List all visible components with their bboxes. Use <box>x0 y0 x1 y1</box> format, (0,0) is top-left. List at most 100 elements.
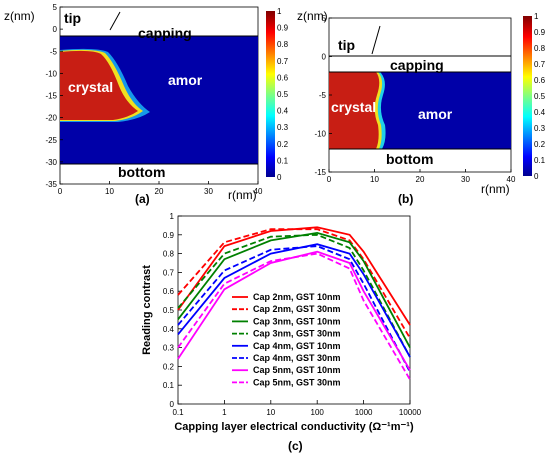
panel-a-x-axis-label: r(nm) <box>228 188 257 202</box>
panel-a-colorbar-tick-label: 1 <box>277 7 282 16</box>
panel-b-y-tick-label: -10 <box>314 130 326 139</box>
panel-b-colorbar-tick-label: 0.8 <box>534 44 546 53</box>
panel-c-series-line-2 <box>177 228 411 339</box>
panel-c-legend-label: Cap 2nm, GST 30nm <box>253 304 341 314</box>
panel-c-series-line-5 <box>177 243 411 358</box>
panel-b-y-tick-label: -15 <box>314 168 326 177</box>
panel-c-caption: (c) <box>288 439 303 453</box>
panel-a-amor-label: amor <box>168 72 203 88</box>
panel-c-y-tick-label: 0.4 <box>163 325 175 334</box>
panel-c-y-tick-label: 0.5 <box>163 306 175 315</box>
panel-c-y-tick-label: 0.1 <box>163 381 175 390</box>
panel-c-series-line-1 <box>177 226 411 326</box>
panel-c-y-tick-label: 0.6 <box>163 287 175 296</box>
panel-b-colorbar-tick-label: 0.3 <box>534 124 546 133</box>
panel-b-y-tick-label: 0 <box>322 53 327 62</box>
panel-a-colorbar-tick-label: 0.1 <box>277 156 289 165</box>
panel-c-y-tick-label: 0.9 <box>163 231 175 240</box>
panel-a-caption: (a) <box>135 192 150 206</box>
panel-b-colorbar-tick-label: 0 <box>534 172 539 181</box>
panel-b-y-axis-label: z(nm) <box>297 9 328 23</box>
panel-a-y-tick-label: -15 <box>45 92 57 101</box>
panel-a-colorbar-ticks: 1 0.9 0.8 0.7 0.6 0.5 0.4 0.3 0.2 0.1 0 <box>277 7 289 182</box>
panel-a-colorbar-tick-label: 0.4 <box>277 107 289 116</box>
panel-a-colorbar-tick-label: 0.8 <box>277 40 289 49</box>
panel-b-x-axis-label: r(nm) <box>481 182 510 196</box>
panel-c-series-line-3 <box>177 231 411 349</box>
panel-a-colorbar-tick-label: 0.7 <box>277 57 289 66</box>
panel-a-y-tick-label: 0 <box>53 25 58 34</box>
panel-b-x-tick-label: 20 <box>416 175 425 184</box>
panel-b-amor-label: amor <box>418 106 453 122</box>
panel-a-colorbar-tick-label: 0.5 <box>277 90 289 99</box>
panel-b-crystal-label: crystal <box>331 99 376 115</box>
panel-c-legend-label: Cap 3nm, GST 10nm <box>253 316 341 326</box>
panel-c-legend-label: Cap 3nm, GST 30nm <box>253 329 341 339</box>
panel-b-tip-label: tip <box>338 37 355 53</box>
panel-c-x-tick-label: 10000 <box>399 408 422 417</box>
panel-c-x-tick-label: 0.1 <box>172 408 184 417</box>
panel-a-y-axis-label: z(nm) <box>4 9 35 23</box>
panel-c-x-tick-label: 10 <box>266 408 275 417</box>
panel-b-colorbar-tick-label: 0.2 <box>534 140 546 149</box>
panel-c-y-tick-label: 0 <box>170 400 175 409</box>
panel-b-x-tick-label: 40 <box>507 175 516 184</box>
panel-c-y-tick-label: 0.2 <box>163 362 175 371</box>
panel-c-legend-label: Cap 4nm, GST 10nm <box>253 341 341 351</box>
panel-c-axes: 0.1 1 10 100 1000 1000000.10.20.30.40.50.60.7… <box>163 212 422 417</box>
panel-c-legend-label: Cap 5nm, GST 30nm <box>253 377 341 387</box>
panel-b-colorbar-tick-label: 0.1 <box>534 156 546 165</box>
panel-a-colorbar-tick-label: 0.3 <box>277 123 289 132</box>
panel-c-y-tick-label: 1 <box>170 212 175 221</box>
panel-a-colorbar-tick-label: 0 <box>277 173 282 182</box>
panel-b-colorbar-tick-label: 1 <box>534 12 539 21</box>
panel-a-tip-label: tip <box>64 10 81 26</box>
panel-a-x-tick-label: 30 <box>204 187 213 196</box>
panel-b-colorbar-tick-label: 0.5 <box>534 92 546 101</box>
panel-c-series <box>177 226 411 381</box>
panel-a-bottom-label: bottom <box>118 164 165 180</box>
panel-b-crystal-region <box>329 72 380 149</box>
panel-b-tip-line <box>371 25 381 55</box>
panel-b-x-tick-label: 10 <box>370 175 379 184</box>
panel-c-line-chart: 0.1 1 10 100 1000 1000000.10.20.30.40.50.60.7… <box>141 212 422 453</box>
panel-c-x-tick-label: 100 <box>311 408 325 417</box>
panel-a-x-tick-label: 40 <box>254 187 263 196</box>
panel-a-y-tick-label: -10 <box>45 69 57 78</box>
panel-a-y-tick-label: -30 <box>45 158 57 167</box>
panel-a-x-tick-label: 0 <box>58 187 63 196</box>
panel-a-colorbar-tick-label: 0.2 <box>277 140 289 149</box>
panel-c-legend-label: Cap 2nm, GST 10nm <box>253 292 341 302</box>
panel-b-x-tick-label: 0 <box>327 175 332 184</box>
panel-a-y-tick-label: -20 <box>45 114 57 123</box>
panel-a-tip-line <box>109 11 121 31</box>
panel-c-legend: Cap 2nm, GST 10nm Cap 2nm, GST 30nm Cap 3n… <box>232 292 341 387</box>
panel-a-crystal-label: crystal <box>68 79 113 95</box>
panel-c-y-axis-label: Reading contrast <box>141 265 153 355</box>
panel-a-crystal-region <box>60 50 138 120</box>
panel-b-capping-label: capping <box>390 57 444 73</box>
panel-a-y-tick-label: -25 <box>45 136 57 145</box>
panel-b-colorbar-tick-label: 0.4 <box>534 108 546 117</box>
panel-a-y-tick-label: -5 <box>50 47 58 56</box>
panel-c-x-tick-label: 1000 <box>355 408 373 417</box>
panel-a-y-tick-label: -35 <box>45 180 57 189</box>
panel-c-series-line-7 <box>177 250 411 371</box>
panel-b-colorbar-tick-label: 0.9 <box>534 28 546 37</box>
panel-b-colorbar-ticks: 1 0.9 0.8 0.7 0.6 0.5 0.4 0.3 0.2 0.1 0 <box>534 12 546 181</box>
panel-b-y-tick-label: 5 <box>322 14 327 23</box>
panel-a-x-tick-label: 20 <box>155 187 164 196</box>
panel-c-series-line-8 <box>177 252 411 381</box>
panel-c-y-tick-label: 0.3 <box>163 344 175 353</box>
panel-b-colorbar <box>523 16 532 176</box>
panel-c-y-tick-label: 0.8 <box>163 250 175 259</box>
panel-c-series-line-4 <box>177 233 411 358</box>
panel-c-x-tick-label: 1 <box>222 408 227 417</box>
panel-b-caption: (b) <box>398 192 413 206</box>
panel-b-colorbar-tick-label: 0.6 <box>534 76 546 85</box>
panel-a-colorbar-tick-label: 0.6 <box>277 73 289 82</box>
